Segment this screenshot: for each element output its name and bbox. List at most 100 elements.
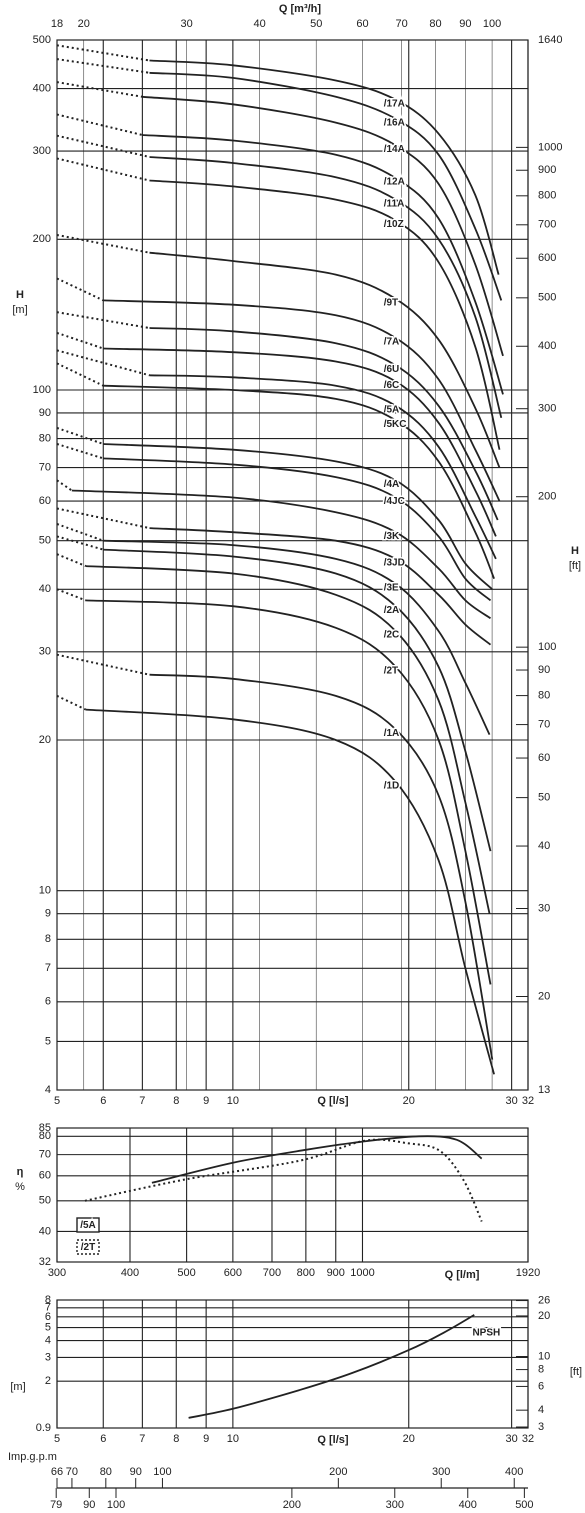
y2-axis-unit: [ft]	[569, 560, 581, 572]
x-tick-label: 7	[139, 1433, 145, 1445]
tick-label: 200	[283, 1499, 301, 1511]
x-axis-label: Q [l/s]	[317, 1434, 349, 1446]
x2-tick-label: 20	[78, 18, 90, 30]
tick-label: 70	[66, 1466, 78, 1478]
y-tick-label: 5	[45, 1035, 51, 1047]
x-tick-label: 32	[522, 1095, 534, 1107]
y2-tick-label: 40	[538, 840, 550, 852]
y2-tick-label: 90	[538, 664, 550, 676]
curve-dotted	[56, 311, 150, 329]
y-tick-label: 8	[45, 1294, 51, 1306]
y2-tick-label: 6	[538, 1380, 544, 1392]
curve	[149, 59, 500, 275]
curve-dotted	[56, 349, 150, 377]
curve-dotted	[56, 588, 87, 602]
curve	[103, 457, 492, 602]
y-tick-label: 3	[45, 1351, 51, 1363]
y-tick-label: 60	[39, 1170, 51, 1182]
x2-tick-label: 80	[429, 18, 441, 30]
x2-tick-label: 90	[459, 18, 471, 30]
curve-label: /4A	[384, 479, 400, 490]
curve	[103, 299, 501, 502]
curve	[103, 347, 497, 537]
plot-frame	[56, 1299, 529, 1429]
y2-tick-label: 900	[538, 164, 556, 176]
y2-tick-label: 13	[538, 1084, 550, 1096]
y-tick-label: 500	[33, 34, 51, 46]
y-axis-label: H	[16, 289, 24, 301]
y-tick-label: 10	[39, 885, 51, 897]
curve	[149, 527, 492, 646]
tick-label: 90	[83, 1499, 95, 1511]
y-tick-label: 32	[39, 1256, 51, 1268]
x-tick-label: 400	[121, 1267, 139, 1279]
curve-dotted	[56, 134, 150, 158]
curve	[85, 565, 491, 914]
curve-dotted	[56, 44, 150, 62]
curve	[103, 443, 493, 590]
y2-tick-label: 200	[538, 491, 556, 503]
curve-label: /16A	[384, 117, 405, 128]
y2-tick-label: 50	[538, 792, 550, 804]
y-tick-label: 6	[45, 996, 51, 1008]
y2-tick-label: 30	[538, 902, 550, 914]
curve	[103, 384, 495, 580]
x2-tick-label: 70	[395, 18, 407, 30]
tick-label: 100	[153, 1466, 171, 1478]
curve-label: NPSH	[472, 1328, 500, 1339]
y2-tick-label: 8	[538, 1363, 544, 1375]
curve-label: /10Z	[384, 219, 404, 230]
x-tick-label: 500	[177, 1267, 195, 1279]
curve-dotted	[56, 331, 104, 350]
y2-tick-label: 26	[538, 1294, 550, 1306]
y2-tick-label: 80	[538, 690, 550, 702]
y2-tick-label: 3	[538, 1421, 544, 1433]
curve	[142, 95, 504, 357]
tick-label: 66	[51, 1466, 63, 1478]
curve	[85, 599, 492, 985]
x-tick-label: 20	[403, 1095, 415, 1107]
x-tick-label: 9	[203, 1095, 209, 1107]
x-tick-label: 1000	[350, 1267, 374, 1279]
y2-tick-label: 100	[538, 641, 556, 653]
y-tick-label: 100	[33, 384, 51, 396]
y-tick-label: 90	[39, 407, 51, 419]
y-tick-label: 50	[39, 535, 51, 547]
curve-dotted	[56, 479, 73, 492]
y2-tick-label: 500	[538, 292, 556, 304]
tick-label: 100	[107, 1499, 125, 1511]
legend-box	[76, 1217, 100, 1233]
curve-dotted	[56, 362, 104, 387]
curve	[71, 489, 492, 620]
tick-label: 79	[50, 1499, 62, 1511]
y-axis-label: η	[17, 1166, 24, 1178]
tick-label: 300	[432, 1466, 450, 1478]
curve-label: /1A	[384, 728, 400, 739]
y2-axis-label: H	[571, 545, 579, 557]
x2-tick-label: 50	[310, 18, 322, 30]
y-tick-label: 70	[39, 461, 51, 473]
tick-label: 400	[459, 1499, 477, 1511]
y-tick-label: 30	[39, 646, 51, 658]
y-tick-label: 2	[45, 1375, 51, 1387]
tick-label: 80	[100, 1466, 112, 1478]
y2-tick-label: 1000	[538, 141, 562, 153]
curve-dotted	[56, 535, 104, 551]
tick-label: 90	[130, 1466, 142, 1478]
x-tick-label: 7	[139, 1095, 145, 1107]
y-tick-label: 40	[39, 583, 51, 595]
x-tick-label: 6	[100, 1095, 106, 1107]
curve-dotted	[56, 523, 104, 542]
x-tick-label: 5	[54, 1095, 60, 1107]
x-tick-label: 10	[227, 1095, 239, 1107]
curve-label: /7A	[384, 337, 400, 348]
y2-tick-label: 800	[538, 190, 556, 202]
curve-label: /17A	[384, 98, 405, 109]
curve	[149, 71, 503, 301]
curve-dotted	[56, 234, 150, 254]
curve-label: /14A	[384, 144, 405, 155]
x-tick-label: 20	[403, 1433, 415, 1445]
axis-label: Imp.g.p.m	[8, 1451, 57, 1463]
y-tick-label: 70	[39, 1149, 51, 1161]
